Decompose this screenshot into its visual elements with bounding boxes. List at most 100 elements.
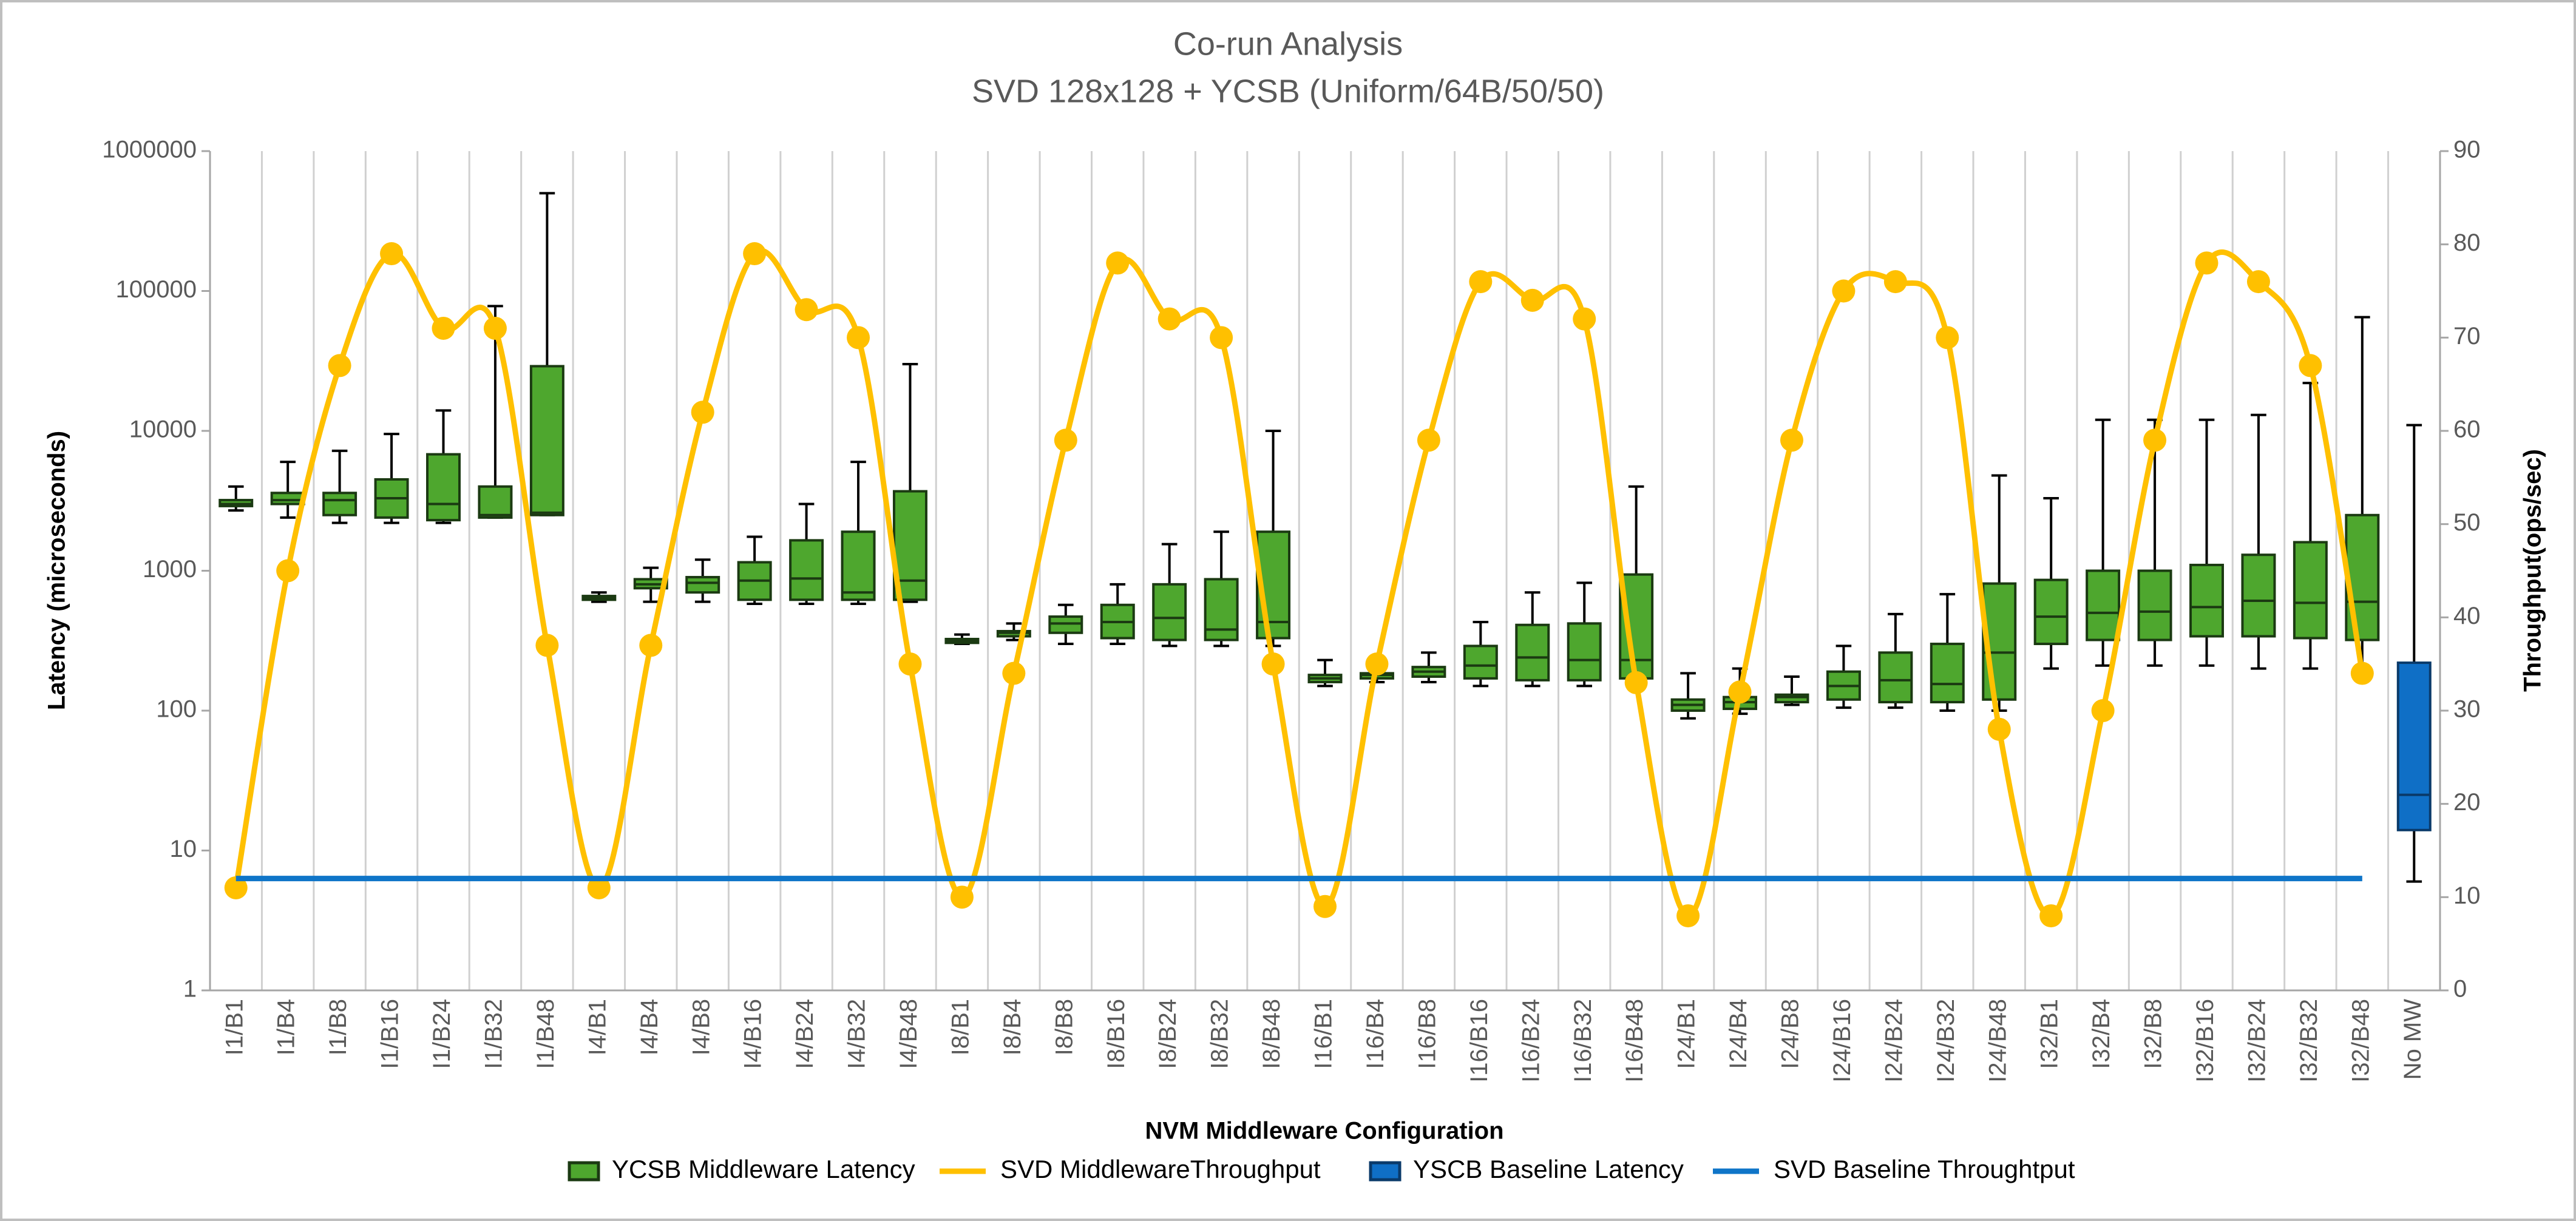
chart-title: Co-run Analysis (1173, 25, 1403, 62)
line-marker (2143, 428, 2167, 452)
box (1204, 578, 1239, 641)
line-marker (1832, 279, 1856, 303)
line-marker (1313, 895, 1337, 918)
y2-tick-label: 10 (2453, 882, 2481, 909)
line-marker (535, 634, 559, 657)
x-tick-label: I24/B48 (1984, 999, 2011, 1083)
x-tick-label: I24/B24 (1880, 999, 1907, 1083)
box (529, 365, 564, 516)
box (2345, 513, 2380, 641)
x-tick-label: I32/B4 (2088, 999, 2115, 1069)
x-tick-label: I8/B1 (947, 999, 974, 1055)
x-tick-label: I32/B24 (2244, 999, 2271, 1083)
x-tick-label: I32/B1 (2036, 999, 2063, 1069)
x-tick-label: I16/B1 (1310, 999, 1337, 1069)
line-marker (483, 316, 507, 340)
box (1048, 615, 1083, 634)
y2-tick-label: 60 (2453, 416, 2481, 443)
y-tick-label: 100000 (116, 276, 197, 303)
x-tick-label: I1/B48 (532, 999, 559, 1069)
line-marker (950, 885, 974, 909)
legend-swatch (1369, 1161, 1402, 1182)
x-tick-label: No MW (2399, 999, 2426, 1080)
line-marker (1520, 288, 1544, 312)
x-tick-label: I4/B1 (584, 999, 611, 1055)
line-marker (1987, 717, 2011, 741)
line-marker (1054, 428, 1077, 452)
x-tick-label: I8/B16 (1103, 999, 1130, 1069)
line-marker (432, 316, 455, 340)
y2-axis-title: Throughput(ops/sec) (2520, 449, 2546, 692)
line-marker (1676, 904, 1700, 928)
line-marker (2195, 251, 2218, 275)
box (685, 576, 720, 594)
x-tick-label: I1/B16 (377, 999, 404, 1069)
x-tick-label: I16/B16 (1466, 999, 1493, 1083)
line-marker (224, 876, 248, 899)
y2-tick-label: 50 (2453, 509, 2481, 536)
line-marker (1261, 652, 1285, 676)
legend-label: YCSB Middleware Latency (612, 1155, 915, 1183)
box (270, 492, 305, 506)
line-marker (1210, 326, 1233, 350)
x-tick-label: I4/B48 (895, 999, 922, 1069)
box (2293, 541, 2328, 640)
box (1463, 644, 1498, 680)
box (322, 492, 358, 516)
x-tick-label: I24/B8 (1777, 999, 1804, 1069)
y-axis-title: Latency (microseconds) (44, 431, 70, 710)
line-marker (2091, 699, 2115, 722)
x-tick-label: I16/B48 (1621, 999, 1648, 1083)
x-tick-label: I32/B8 (2140, 999, 2167, 1069)
x-tick-label: I4/B32 (844, 999, 870, 1069)
line-marker (1106, 251, 1130, 275)
line-marker (743, 242, 767, 266)
line-marker (639, 634, 663, 657)
x-tick-label: I32/B32 (2296, 999, 2322, 1083)
y2-tick-label: 90 (2453, 137, 2481, 163)
y2-tick-label: 40 (2453, 603, 2481, 629)
y-tick-label: 100 (156, 696, 197, 723)
x-tick-label: I8/B4 (999, 999, 1026, 1055)
x-tick-label: I16/B4 (1362, 999, 1389, 1069)
x-tick-label: I16/B32 (1570, 999, 1596, 1083)
x-tick-label: I8/B24 (1154, 999, 1181, 1069)
line-marker (1417, 428, 1440, 452)
x-tick-label: I8/B8 (1051, 999, 1077, 1055)
x-tick-label: I32/B48 (2347, 999, 2374, 1083)
x-tick-label: I4/B16 (740, 999, 767, 1069)
line-marker (328, 354, 351, 377)
x-tick-label: I24/B32 (1933, 999, 1959, 1083)
line-marker (795, 298, 818, 322)
x-tick-label: I16/B8 (1414, 999, 1440, 1069)
line-marker (1002, 661, 1026, 685)
x-tick-label: I1/B1 (221, 999, 248, 1055)
legend-swatch (568, 1161, 600, 1182)
legend-label: SVD MiddlewareThroughput (1000, 1155, 1321, 1183)
x-tick-label: I4/B24 (791, 999, 818, 1069)
box (1930, 643, 1965, 704)
x-tick-label: I1/B8 (325, 999, 351, 1055)
y2-tick-label: 20 (2453, 789, 2481, 816)
box (789, 539, 824, 601)
y-tick-label: 10 (170, 836, 197, 862)
y-tick-label: 1 (183, 976, 197, 1003)
x-tick-label: I1/B32 (480, 999, 507, 1069)
y2-tick-label: 0 (2453, 976, 2467, 1003)
x-tick-label: I4/B8 (688, 999, 714, 1055)
box (1515, 623, 1550, 682)
line-marker (380, 242, 404, 266)
line-marker (1936, 326, 1959, 350)
box (2033, 578, 2069, 646)
line-marker (2350, 661, 2374, 685)
line-marker (898, 652, 922, 676)
line-marker (2246, 270, 2270, 294)
x-tick-label: I8/B32 (1207, 999, 1233, 1069)
y-tick-label: 1000 (143, 556, 197, 583)
box (2396, 661, 2432, 831)
line-marker (691, 401, 714, 424)
y-tick-label: 10000 (129, 416, 197, 443)
x-tick-label: I24/B16 (1829, 999, 1856, 1083)
y2-tick-label: 80 (2453, 229, 2481, 256)
x-tick-label: I32/B16 (2192, 999, 2218, 1083)
